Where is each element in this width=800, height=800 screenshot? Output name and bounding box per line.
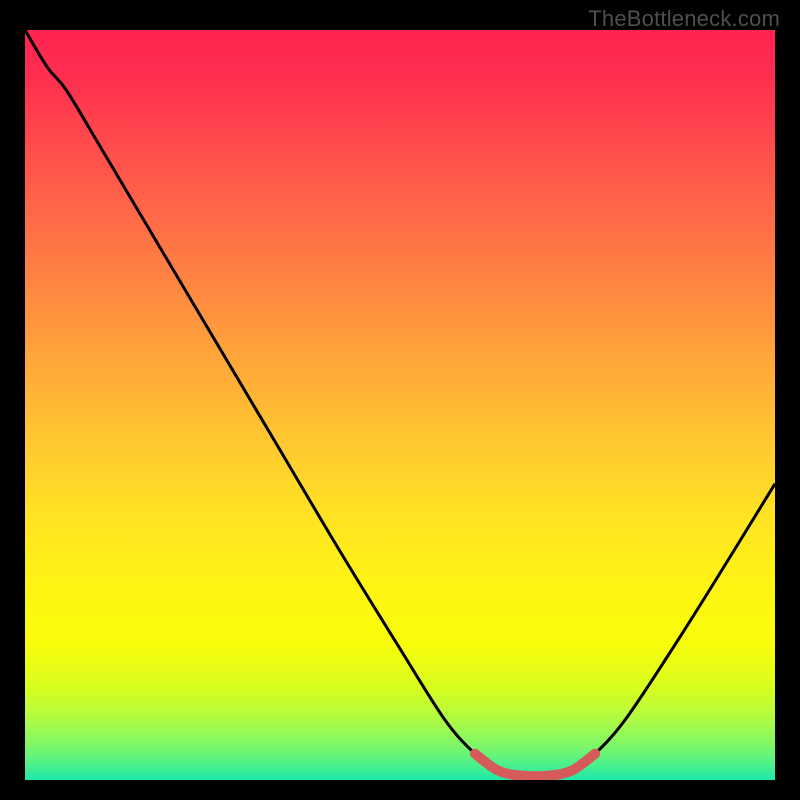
watermark-text: TheBottleneck.com [588,6,780,32]
plot-area [25,30,775,780]
plot-background [25,30,775,780]
highlight-endcap-right [590,749,600,759]
plot-svg [25,30,775,780]
highlight-endcap-left [470,749,480,759]
